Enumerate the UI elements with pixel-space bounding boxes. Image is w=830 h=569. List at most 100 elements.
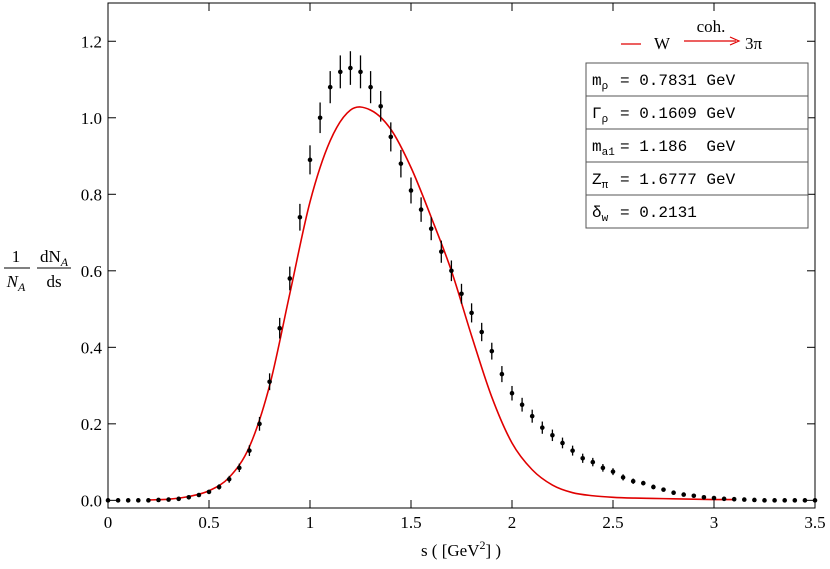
data-point bbox=[742, 497, 747, 502]
data-point bbox=[166, 497, 171, 502]
info-value: = 0.2131 bbox=[620, 204, 697, 222]
data-point bbox=[237, 465, 242, 471]
y-label-num: dNA bbox=[40, 247, 69, 269]
data-point bbox=[509, 390, 515, 396]
data-point bbox=[691, 493, 697, 499]
data-point bbox=[287, 276, 293, 281]
info-symbol-text: Z bbox=[592, 171, 602, 189]
data-point bbox=[459, 291, 464, 297]
y-tick-label: 0.8 bbox=[81, 185, 102, 204]
x-axis-label-sup: 2 bbox=[479, 538, 485, 552]
data-point bbox=[317, 115, 323, 121]
y-tick-label: 1.0 bbox=[81, 109, 102, 128]
data-point bbox=[115, 498, 121, 503]
info-symbol: ma1 bbox=[592, 138, 615, 159]
info-symbol-sub: ρ bbox=[602, 81, 609, 93]
data-point bbox=[570, 448, 575, 453]
data-point bbox=[782, 498, 787, 503]
info-value: = 1.6777 GeV bbox=[620, 171, 736, 189]
data-point bbox=[580, 455, 585, 461]
x-axis-label-text: s ( [GeV bbox=[421, 541, 480, 560]
legend-arrowhead bbox=[729, 36, 741, 46]
data-point bbox=[338, 69, 343, 75]
info-symbol-sub: a1 bbox=[602, 147, 616, 159]
data-point bbox=[620, 475, 626, 480]
data-point bbox=[307, 157, 313, 163]
data-point bbox=[721, 496, 727, 502]
data-point bbox=[802, 498, 808, 503]
x-tick-label: 0.5 bbox=[198, 513, 219, 532]
info-symbol-sub: w bbox=[602, 213, 609, 225]
data-point bbox=[479, 329, 485, 335]
x-tick-label: 0 bbox=[104, 513, 113, 532]
data-point bbox=[398, 161, 404, 166]
y-tick-label: 0.6 bbox=[81, 262, 102, 281]
data-point bbox=[418, 207, 424, 212]
data-point bbox=[590, 459, 596, 465]
x-tick-label: 1.5 bbox=[400, 513, 421, 532]
y-tick-label: 0.0 bbox=[81, 491, 102, 510]
y-label-num-text: dN bbox=[40, 247, 61, 266]
data-point bbox=[125, 498, 131, 503]
data-point bbox=[752, 497, 757, 503]
data-point bbox=[600, 465, 606, 471]
data-point bbox=[226, 477, 232, 482]
data-point bbox=[731, 496, 737, 502]
y-label-den-sub: A bbox=[17, 280, 26, 294]
info-symbol: δw bbox=[592, 204, 609, 225]
data-point bbox=[327, 84, 333, 90]
x-tick-label: 3 bbox=[710, 513, 719, 532]
y-tick-label: 0.4 bbox=[81, 338, 103, 357]
data-point bbox=[489, 348, 495, 354]
info-symbol: mρ bbox=[592, 72, 608, 93]
info-value: = 1.186 GeV bbox=[620, 138, 736, 156]
data-point bbox=[641, 480, 646, 486]
x-tick-label: 2.5 bbox=[602, 513, 623, 532]
data-point bbox=[610, 469, 616, 474]
data-point bbox=[671, 490, 676, 495]
info-symbol-sub: π bbox=[602, 180, 609, 192]
y-label-den: ds bbox=[46, 272, 61, 291]
info-value: = 0.7831 GeV bbox=[620, 72, 736, 90]
data-point bbox=[297, 214, 303, 220]
info-symbol: Γρ bbox=[592, 105, 608, 126]
data-point bbox=[156, 497, 161, 503]
data-point bbox=[378, 103, 384, 109]
data-point bbox=[105, 498, 111, 503]
info-symbol-text: m bbox=[592, 72, 602, 90]
info-symbol-text: m bbox=[592, 138, 602, 156]
data-point bbox=[661, 487, 666, 492]
data-point bbox=[348, 65, 353, 71]
info-symbol-sub: ρ bbox=[602, 114, 609, 126]
data-point bbox=[186, 494, 192, 500]
data-point bbox=[196, 492, 202, 498]
info-cell bbox=[585, 194, 809, 229]
info-cell bbox=[585, 128, 809, 163]
data-point bbox=[772, 498, 777, 503]
data-point bbox=[499, 371, 505, 377]
plot-frame bbox=[107, 2, 816, 509]
legend-label: W bbox=[654, 34, 671, 53]
data-point bbox=[206, 489, 212, 495]
data-point bbox=[519, 402, 525, 408]
y-label-num: 1 bbox=[12, 247, 21, 266]
data-point bbox=[529, 413, 535, 419]
data-point bbox=[267, 379, 272, 385]
info-cell bbox=[585, 95, 809, 130]
data-point bbox=[439, 249, 444, 254]
data-point bbox=[449, 268, 454, 274]
info-cell bbox=[585, 62, 809, 97]
info-cell bbox=[585, 161, 809, 196]
data-point bbox=[630, 478, 636, 484]
data-point bbox=[257, 421, 262, 427]
y-label-den-text: N bbox=[6, 272, 20, 291]
data-point bbox=[428, 226, 434, 232]
y-label-den: NA bbox=[6, 272, 26, 294]
x-tick-label: 3.5 bbox=[804, 513, 825, 532]
x-axis-label-end: ] ) bbox=[485, 541, 501, 560]
data-point bbox=[812, 498, 818, 503]
info-symbol-text: δ bbox=[592, 204, 602, 222]
data-point bbox=[711, 495, 717, 501]
data-point bbox=[388, 134, 394, 140]
